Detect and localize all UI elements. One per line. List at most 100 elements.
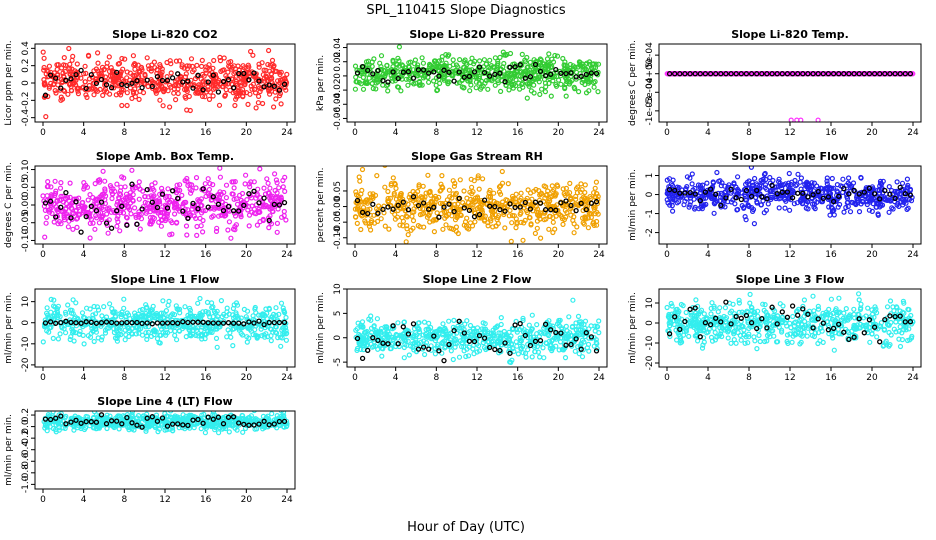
data-point	[538, 86, 545, 92]
data-point	[587, 194, 593, 200]
mean-point	[68, 215, 74, 221]
data-point	[366, 75, 372, 81]
mean-point	[375, 67, 381, 74]
mean-point	[129, 320, 135, 326]
mean-point	[390, 69, 396, 75]
data-point	[144, 208, 150, 214]
mean-point	[124, 222, 130, 228]
data-point	[274, 229, 280, 235]
data-point	[243, 172, 249, 178]
data-point	[177, 76, 183, 82]
data-point	[281, 76, 287, 82]
data-point	[167, 199, 173, 205]
data-point	[875, 211, 881, 217]
data-point	[353, 327, 359, 333]
data-point	[213, 228, 220, 234]
data-point	[390, 59, 396, 65]
data-point	[357, 178, 363, 184]
data-point	[183, 199, 189, 205]
mean-point	[471, 213, 478, 220]
mean-point	[558, 70, 564, 76]
mean-point	[882, 71, 888, 77]
mean-point	[93, 208, 100, 214]
mean-point	[175, 320, 181, 326]
mean-point	[159, 191, 166, 197]
data-point	[149, 182, 155, 188]
data-point	[172, 312, 178, 318]
data-point	[109, 191, 116, 197]
mean-point	[63, 318, 69, 324]
data-point	[205, 84, 211, 90]
mean-point	[738, 196, 744, 203]
data-point	[548, 93, 554, 99]
data-point	[173, 58, 179, 64]
mean-point	[461, 205, 467, 211]
data-point	[575, 88, 582, 95]
data-point	[594, 209, 600, 215]
data-point	[574, 224, 580, 230]
panel-points	[352, 166, 601, 244]
data-point	[518, 210, 524, 216]
data-point	[254, 191, 260, 197]
data-point	[369, 59, 375, 65]
mean-point	[682, 71, 688, 77]
data-point	[827, 212, 833, 218]
mean-point	[446, 69, 452, 75]
data-point	[449, 213, 455, 219]
mean-point	[410, 75, 417, 81]
data-point	[142, 72, 148, 79]
data-point	[428, 199, 434, 205]
data-point	[200, 229, 206, 235]
mean-point	[718, 71, 724, 77]
data-point	[206, 96, 213, 103]
data-point	[60, 70, 66, 76]
data-point	[404, 223, 410, 229]
data-point	[246, 204, 252, 210]
data-point	[811, 204, 817, 210]
data-point	[471, 178, 477, 184]
data-point	[440, 226, 446, 232]
data-point	[780, 182, 787, 188]
data-point	[669, 208, 676, 214]
data-point	[198, 332, 204, 338]
data-point	[593, 218, 600, 225]
data-point	[237, 192, 243, 198]
mean-point	[63, 189, 69, 196]
mean-point	[154, 73, 161, 80]
data-point	[441, 62, 447, 68]
data-point	[216, 102, 223, 108]
data-point	[106, 301, 113, 307]
data-point	[477, 86, 484, 92]
data-point	[200, 78, 206, 84]
mean-point	[558, 200, 564, 206]
data-point	[58, 180, 64, 186]
mean-point	[144, 77, 150, 83]
data-point	[177, 310, 183, 316]
data-point	[58, 193, 64, 199]
data-point	[446, 187, 452, 193]
mean-point	[810, 71, 816, 77]
data-point	[519, 51, 525, 58]
data-point	[158, 223, 164, 229]
data-point	[274, 180, 280, 186]
x-tick-label: 20	[553, 128, 565, 138]
data-point	[283, 217, 289, 223]
data-point	[522, 59, 529, 65]
data-point	[145, 63, 151, 69]
data-point	[197, 295, 203, 302]
data-point	[352, 86, 358, 92]
plot-frame	[658, 165, 922, 245]
data-point	[160, 103, 166, 109]
mean-point	[897, 184, 903, 191]
mean-point	[697, 198, 703, 204]
data-point	[260, 311, 266, 317]
data-point	[666, 192, 672, 198]
data-point	[363, 59, 370, 65]
data-point	[66, 45, 72, 52]
data-point	[91, 80, 97, 87]
data-point	[115, 61, 121, 67]
data-point	[82, 79, 88, 85]
data-point	[462, 219, 469, 225]
data-point	[228, 334, 234, 340]
mean-point	[426, 70, 432, 76]
